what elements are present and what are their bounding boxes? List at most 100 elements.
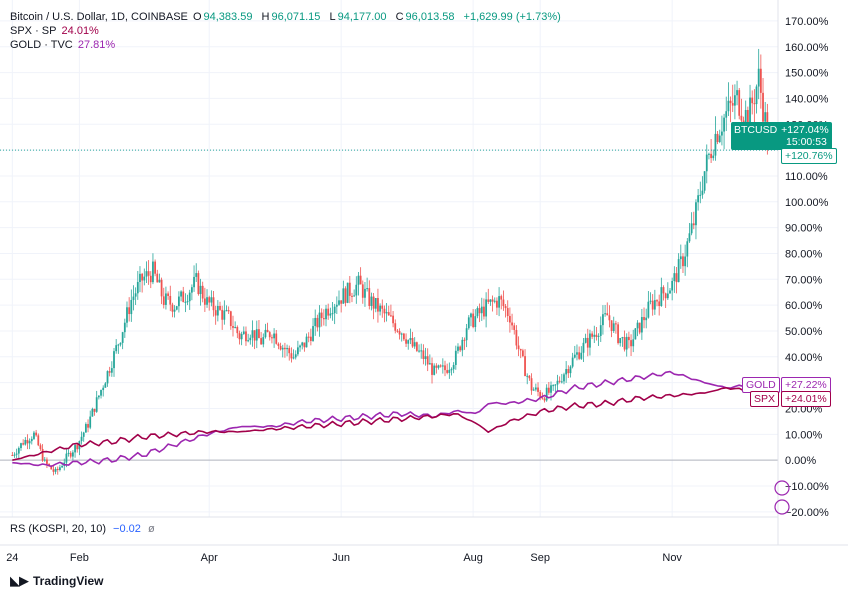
btc-candle-body [322, 317, 325, 320]
btc-tag-symbol: BTCUSD [734, 124, 778, 136]
btc-candle-body [718, 135, 721, 142]
btc-candle-body [128, 307, 131, 315]
btc-candle-body [532, 389, 535, 391]
btc-candle-body [249, 337, 252, 341]
symbol-title[interactable]: Bitcoin / U.S. Dollar, 1D, COINBASE [10, 11, 188, 23]
btc-candle-body [433, 365, 436, 375]
btc-candle-body [630, 340, 632, 347]
btc-candle-body [294, 354, 297, 358]
btc-candle-body [413, 342, 416, 347]
btc-candle-body [731, 103, 734, 106]
gold-line [12, 370, 770, 468]
btc-candle-body [309, 336, 312, 341]
btc-candle-body [292, 357, 295, 359]
btc-candle-body [262, 337, 265, 345]
btc-candle-body [402, 333, 405, 340]
btc-candle-body [435, 365, 438, 368]
x-tick-label: Aug [463, 552, 483, 564]
btc-candle-body [87, 424, 89, 428]
btc-candle-body [316, 317, 319, 328]
btc-candle-body [459, 346, 462, 351]
close-label: C [395, 11, 404, 23]
time-axis[interactable]: 24 Feb Apr Jun Aug Sep Nov [6, 552, 682, 564]
spx-legend-row[interactable]: SPX · SP 24.01% [10, 24, 101, 38]
btc-candle-body [61, 466, 63, 468]
btc-candle-body [457, 346, 459, 351]
btc-candle-body [744, 110, 747, 123]
btc-candle-body [606, 313, 609, 316]
btc-candle-body [502, 299, 505, 307]
btc-candle-body [398, 331, 401, 335]
btc-candle-body [530, 378, 533, 391]
btc-candle-body [95, 397, 98, 412]
btc-candle-body [136, 282, 139, 294]
btc-candle-body [578, 352, 581, 359]
rs-indicator-name[interactable]: RS (KOSPI, 20, 10) [10, 523, 106, 535]
btc-candle-body [586, 337, 589, 348]
btc-candle-body [660, 287, 663, 307]
btc-candle-body [708, 153, 710, 155]
price-axis[interactable]: 170.00%160.00%150.00%140.00%130.00%120.0… [785, 16, 829, 519]
btc-candle-body [474, 316, 477, 328]
gold-legend-row[interactable]: GOLD · TVC 27.81% [10, 38, 117, 52]
btc-candle-body [550, 385, 552, 393]
btc-tag-percent: +127.04% [781, 124, 829, 136]
btc-candle-body [565, 369, 568, 375]
comparison-lines [12, 370, 770, 468]
btc-candle-body [175, 306, 178, 310]
btc-candle-body [93, 408, 96, 412]
btc-candle-body [56, 468, 59, 471]
gold-legend-name[interactable]: GOLD · TVC [10, 39, 73, 51]
spx-legend-name[interactable]: SPX · SP [10, 25, 57, 37]
btc-candle-body [610, 320, 613, 331]
open-label: O [192, 11, 202, 23]
btc-candle-body [379, 305, 382, 312]
btc-candle-body [710, 153, 712, 159]
open-value: 94,383.59 [203, 11, 253, 23]
y-tick-label: 80.00% [785, 248, 823, 260]
y-tick-label: 150.00% [785, 68, 829, 80]
btc-candle-body [733, 95, 736, 106]
btc-candle-body [212, 297, 215, 311]
btc-candle-body [381, 305, 384, 309]
btc-candle-body [506, 308, 509, 317]
close-value: 96,013.58 [405, 11, 455, 23]
btc-candle-body [567, 369, 570, 374]
btc-candle-body [714, 133, 717, 156]
btc-candle-body [76, 445, 79, 450]
scroll-marker-top[interactable] [774, 480, 790, 496]
tradingview-logo[interactable]: ◣▶ TradingView [10, 573, 103, 589]
btc-candle-body [472, 313, 475, 328]
btc-candle-body [697, 195, 700, 203]
btc-candle-body [84, 424, 87, 433]
btc-candle-body [160, 279, 163, 297]
btc-candle-body [275, 333, 278, 344]
btc-candle-body [487, 299, 490, 302]
scroll-marker-bottom[interactable] [774, 499, 790, 515]
btc-candle-body [500, 296, 503, 300]
btc-candle-body [361, 284, 364, 298]
btc-candle-body [415, 342, 418, 351]
btc-candle-body [219, 305, 221, 310]
btc-candle-body [195, 273, 198, 277]
btc-candle-body [240, 333, 243, 340]
btc-candle-body [521, 350, 524, 357]
btc-candle-body [517, 345, 520, 350]
btc-candle-body [247, 340, 250, 342]
btc-legend-row[interactable]: Bitcoin / U.S. Dollar, 1D, COINBASE O 94,… [10, 10, 567, 24]
btc-candle-body [110, 368, 113, 373]
btc-candle-body [593, 334, 596, 337]
btc-candle-body [736, 90, 738, 96]
rs-indicator-legend[interactable]: RS (KOSPI, 20, 10) −0.02 ø [10, 523, 155, 535]
btc-candle-body [117, 344, 120, 346]
btc-candle-body [504, 306, 507, 309]
btc-candle-body [573, 354, 576, 358]
btc-candle-body [359, 275, 362, 285]
btc-candle-body [338, 300, 340, 305]
btc-candle-body [165, 293, 167, 305]
btc-candle-body [703, 171, 706, 191]
btc-candle-body [238, 333, 241, 340]
btc-candles [0, 48, 778, 476]
y-tick-label: 140.00% [785, 93, 829, 105]
